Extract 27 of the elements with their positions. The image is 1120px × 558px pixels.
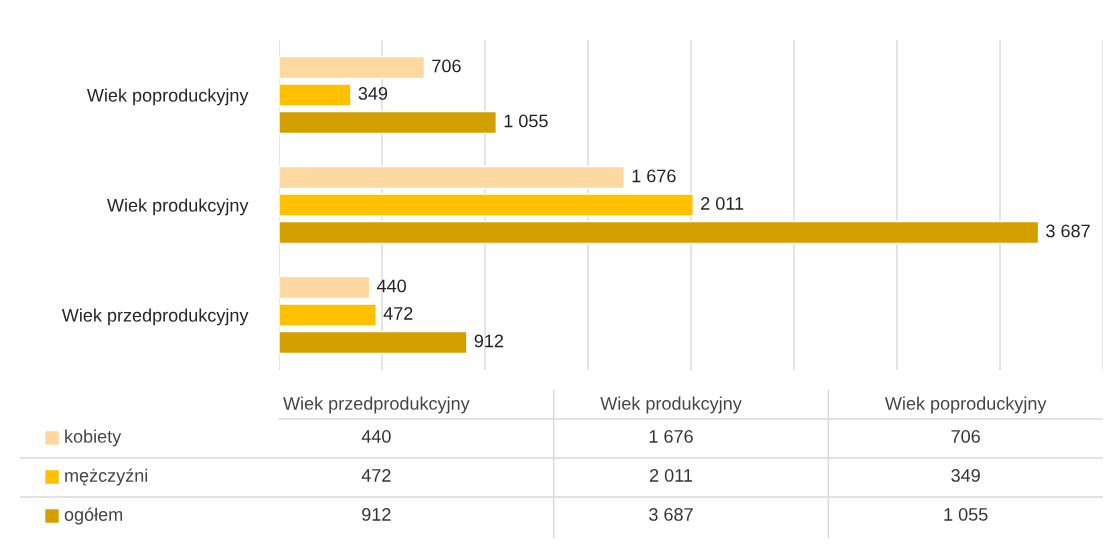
text: 349 xyxy=(951,469,980,482)
category-label: Wiek poproduckyjny xyxy=(884,396,1047,414)
text: 1 055 xyxy=(944,508,988,521)
text: 912 xyxy=(362,508,391,521)
legend-label: kobiety xyxy=(65,429,122,447)
y-tick-label: Wiek poproduckyjny xyxy=(86,88,249,106)
legend-label: mężczyźni xyxy=(65,468,148,486)
data-label: 472 xyxy=(383,307,413,320)
data-label: 912 xyxy=(474,334,504,348)
data-label: 3 687 xyxy=(1046,224,1090,238)
text: 2 011 xyxy=(649,469,693,482)
y-tick-label: Wiek produkcyjny xyxy=(107,198,249,216)
text: 440 xyxy=(361,430,391,443)
legend-label: ogółem xyxy=(64,507,123,525)
text: 706 xyxy=(951,430,980,443)
category-label: Wiek przedprodukcyjny xyxy=(283,396,470,414)
text: 1 676 xyxy=(649,430,693,443)
data-label: 2 011 xyxy=(701,197,744,210)
data-label: 349 xyxy=(358,87,388,100)
data-label: 1 676 xyxy=(632,169,676,183)
data-label: 1 055 xyxy=(504,114,548,128)
y-tick-label: Wiek przedprodukcyjny xyxy=(61,308,249,326)
text: 472 xyxy=(361,469,391,482)
data-label: 706 xyxy=(432,59,461,73)
text: 3 687 xyxy=(649,508,693,521)
category-label: Wiek produkcyjny xyxy=(600,396,742,414)
data-label: 440 xyxy=(377,279,406,293)
